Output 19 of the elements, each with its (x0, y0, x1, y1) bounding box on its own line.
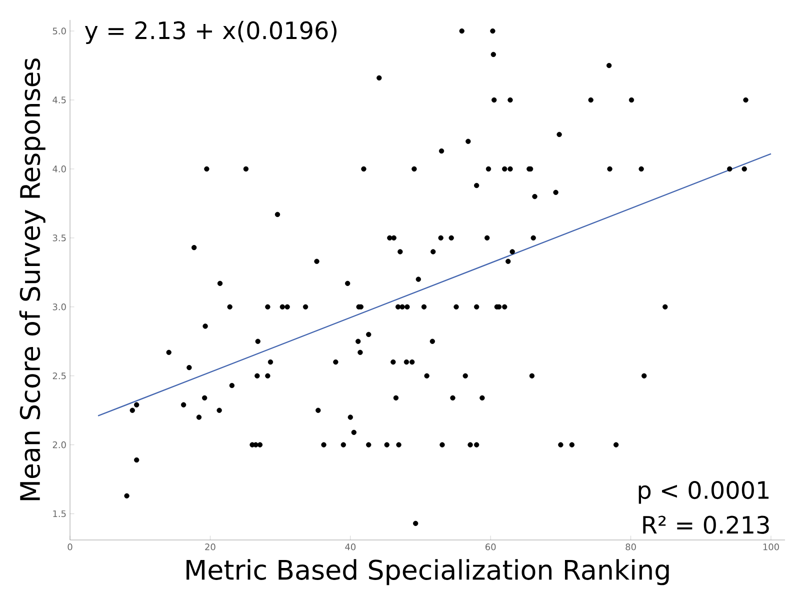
y-axis-title: Mean Score of Survey Responses (19, 58, 46, 500)
x-tick-label: 60 (486, 544, 496, 550)
x-tick-label: 100 (763, 544, 779, 550)
annotation: R² = 0.213 (643, 516, 769, 534)
y-tick-label: 3.5 (52, 234, 66, 242)
y-tick-label: 4.0 (52, 166, 66, 172)
annotation: y = 2.13 + x(0.0196) (84, 20, 336, 44)
x-tick-label: 20 (205, 544, 216, 550)
y-tick-label: 3.0 (52, 303, 66, 310)
x-tick-label: 0 (68, 544, 72, 550)
y-tick-label: 2.0 (52, 441, 66, 448)
y-tick-label: 2.5 (52, 372, 66, 380)
y-tick-label: 4.5 (52, 96, 66, 104)
annotation: p < 0.0001 (638, 480, 769, 504)
x-tick-label: 40 (345, 544, 356, 550)
x-axis-title: Metric Based Specialization Ranking (186, 559, 669, 586)
x-tick-label: 80 (626, 544, 636, 550)
y-tick-label: 1.5 (53, 510, 66, 518)
y-tick-label: 5.0 (52, 28, 66, 34)
